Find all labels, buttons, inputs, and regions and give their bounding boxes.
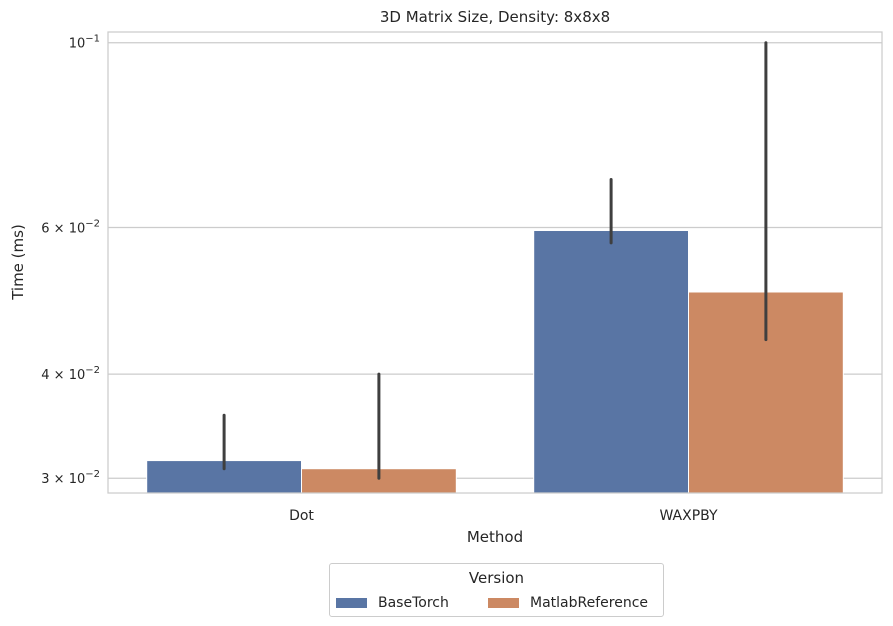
- legend: Version BaseTorch MatlabReference: [329, 563, 664, 617]
- bar-basetorch-waxpby: [533, 230, 690, 494]
- legend-swatch-basetorch: [336, 598, 367, 608]
- x-tick-label: Dot: [289, 508, 314, 524]
- plot-frame: [107, 31, 883, 494]
- error-bars: [222, 41, 768, 480]
- y-tick-label: 3 × 10−2: [41, 469, 100, 487]
- legend-item-matlabreference: MatlabReference: [488, 595, 648, 611]
- legend-label-basetorch: BaseTorch: [378, 595, 449, 611]
- x-axis-label: Method: [467, 528, 523, 546]
- legend-title: Version: [468, 569, 525, 587]
- y-axis-label: Time (ms): [9, 224, 27, 301]
- legend-swatch-matlabreference: [488, 598, 519, 608]
- legend-label-matlabreference: MatlabReference: [530, 595, 649, 611]
- bars: [146, 230, 844, 494]
- y-tick-label: 4 × 10−2: [41, 365, 100, 383]
- y-tick-label: 6 × 10−2: [41, 218, 100, 236]
- legend-item-basetorch: BaseTorch: [336, 595, 449, 611]
- x-tick-labels: Dot WAXPBY: [289, 508, 718, 524]
- chart-title: 3D Matrix Size, Density: 8x8x8: [380, 8, 610, 26]
- y-tick-label: 10−1: [69, 34, 100, 52]
- x-tick-label: WAXPBY: [659, 508, 718, 524]
- y-tick-labels: 10−1 6 × 10−2 4 × 10−2 3 × 10−2: [41, 34, 100, 488]
